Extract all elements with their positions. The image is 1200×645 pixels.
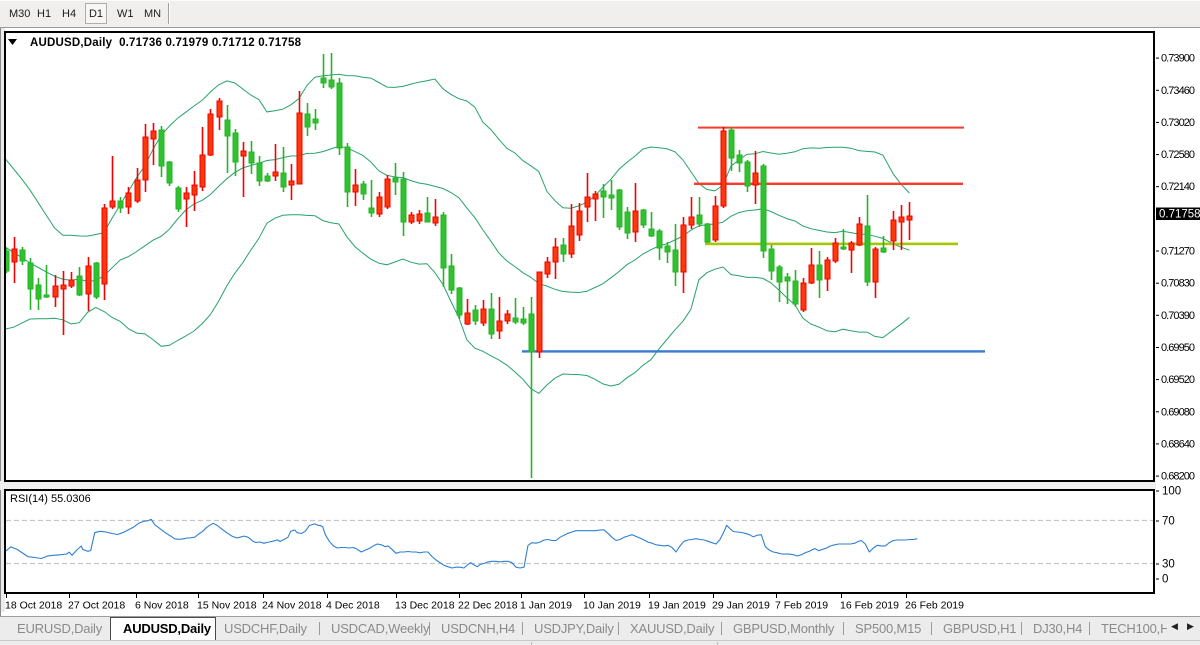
svg-text:24 Nov 2018: 24 Nov 2018	[262, 600, 322, 612]
svg-text:0.73460: 0.73460	[1161, 85, 1195, 97]
svg-text:19 Jan 2019: 19 Jan 2019	[648, 600, 706, 612]
svg-text:0.70390: 0.70390	[1161, 310, 1195, 322]
svg-text:0.72580: 0.72580	[1161, 149, 1195, 161]
svg-text:22 Dec 2018: 22 Dec 2018	[458, 600, 518, 612]
svg-text:0.72140: 0.72140	[1161, 181, 1195, 193]
svg-text:26 Feb 2019: 26 Feb 2019	[905, 600, 964, 612]
svg-text:0.69950: 0.69950	[1161, 342, 1195, 354]
svg-text:0: 0	[1162, 574, 1168, 586]
svg-text:18 Oct 2018: 18 Oct 2018	[5, 600, 62, 612]
svg-text:6 Nov 2018: 6 Nov 2018	[135, 600, 189, 612]
svg-text:0.73900: 0.73900	[1161, 53, 1195, 65]
svg-text:0.71270: 0.71270	[1161, 246, 1195, 258]
svg-text:4 Dec 2018: 4 Dec 2018	[326, 600, 380, 612]
svg-text:10 Jan 2019: 10 Jan 2019	[583, 600, 641, 612]
svg-text:27 Oct 2018: 27 Oct 2018	[68, 600, 125, 612]
svg-text:0.68640: 0.68640	[1161, 438, 1195, 450]
svg-text:1 Jan 2019: 1 Jan 2019	[520, 600, 572, 612]
svg-text:RSI(14) 55.0306: RSI(14) 55.0306	[10, 493, 91, 505]
svg-text:13 Dec 2018: 13 Dec 2018	[395, 600, 455, 612]
svg-text:15 Nov 2018: 15 Nov 2018	[197, 600, 257, 612]
svg-text:0.70830: 0.70830	[1161, 278, 1195, 290]
svg-text:29 Jan 2019: 29 Jan 2019	[712, 600, 770, 612]
svg-text:100: 100	[1162, 486, 1181, 498]
svg-text:0.73020: 0.73020	[1161, 117, 1195, 129]
svg-text:7 Feb 2019: 7 Feb 2019	[775, 600, 828, 612]
svg-text:0.71758: 0.71758	[1159, 209, 1200, 221]
svg-text:0.69520: 0.69520	[1161, 374, 1195, 386]
svg-text:AUDUSD,Daily 0.71736 0.71979: AUDUSD,Daily 0.71736 0.71979 0.71712 0.7…	[30, 37, 302, 49]
svg-text:16 Feb 2019: 16 Feb 2019	[840, 600, 899, 612]
svg-text:30: 30	[1162, 559, 1175, 571]
svg-text:0.69080: 0.69080	[1161, 406, 1195, 418]
svg-text:0.68200: 0.68200	[1161, 471, 1195, 483]
svg-text:70: 70	[1162, 516, 1175, 528]
